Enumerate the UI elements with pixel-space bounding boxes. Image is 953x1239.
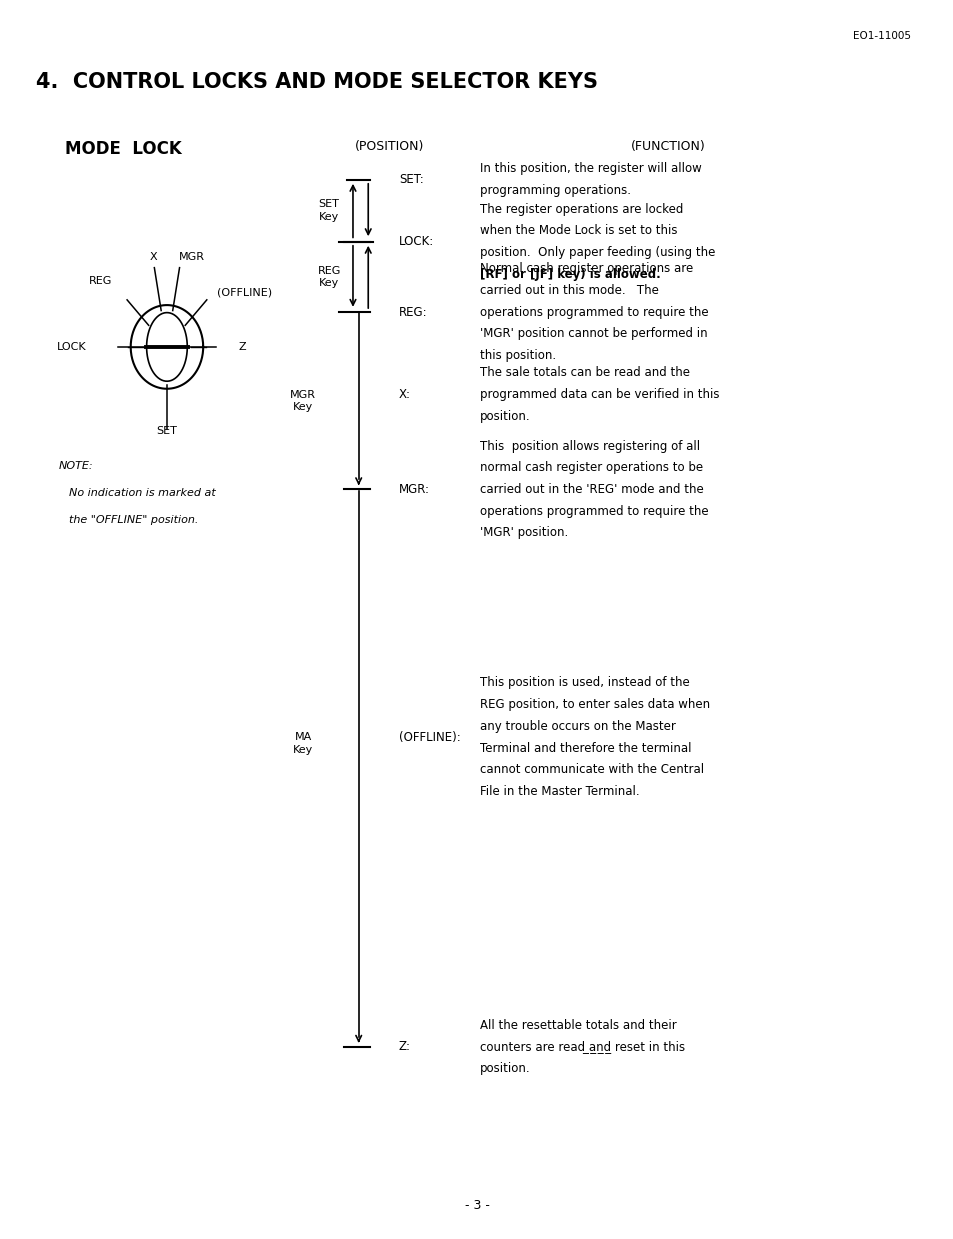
Text: programmed data can be verified in this: programmed data can be verified in this (479, 388, 719, 401)
Text: operations programmed to require the: operations programmed to require the (479, 504, 708, 518)
Text: [RF] or [JF] key) is allowed.: [RF] or [JF] key) is allowed. (479, 268, 659, 280)
Text: programming operations.: programming operations. (479, 185, 630, 197)
Text: 4.  CONTROL LOCKS AND MODE SELECTOR KEYS: 4. CONTROL LOCKS AND MODE SELECTOR KEYS (36, 72, 598, 92)
Text: Z: Z (238, 342, 246, 352)
Text: MA
Key: MA Key (293, 732, 314, 755)
Text: REG: REG (89, 276, 112, 286)
Text: X: X (150, 252, 157, 261)
Text: carried out in the 'REG' mode and the: carried out in the 'REG' mode and the (479, 483, 703, 496)
Text: REG position, to enter sales data when: REG position, to enter sales data when (479, 699, 709, 711)
Text: MODE  LOCK: MODE LOCK (65, 140, 181, 159)
Text: Z:: Z: (398, 1041, 411, 1053)
Text: The register operations are locked: The register operations are locked (479, 203, 682, 216)
Text: This  position allows registering of all: This position allows registering of all (479, 440, 700, 452)
Text: The sale totals can be read and the: The sale totals can be read and the (479, 367, 689, 379)
Text: position.: position. (479, 1062, 530, 1075)
Text: the "OFFLINE" position.: the "OFFLINE" position. (69, 515, 198, 525)
Text: SET: SET (156, 426, 177, 436)
Text: carried out in this mode.   The: carried out in this mode. The (479, 284, 658, 297)
Text: (FUNCTION): (FUNCTION) (630, 140, 704, 152)
Text: 'MGR' position cannot be performed in: 'MGR' position cannot be performed in (479, 327, 707, 341)
Text: 'MGR' position.: 'MGR' position. (479, 527, 568, 539)
Text: All the resettable totals and their: All the resettable totals and their (479, 1018, 676, 1032)
Text: Terminal and therefore the terminal: Terminal and therefore the terminal (479, 742, 691, 755)
Text: counters are read ̲a̲n̲d̲ reset in this: counters are read ̲a̲n̲d̲ reset in this (479, 1041, 684, 1053)
Text: any trouble occurs on the Master: any trouble occurs on the Master (479, 720, 675, 732)
Text: Normal cash register operations are: Normal cash register operations are (479, 263, 693, 275)
Text: In this position, the register will allow: In this position, the register will allo… (479, 162, 700, 175)
Text: REG:: REG: (398, 306, 427, 318)
Text: EO1-11005: EO1-11005 (852, 31, 910, 41)
Text: normal cash register operations to be: normal cash register operations to be (479, 461, 702, 475)
Text: this position.: this position. (479, 349, 556, 362)
Text: MGR: MGR (178, 252, 204, 261)
Text: REG
Key: REG Key (317, 265, 340, 289)
Text: when the Mode Lock is set to this: when the Mode Lock is set to this (479, 224, 677, 237)
Text: operations programmed to require the: operations programmed to require the (479, 306, 708, 318)
Text: SET
Key: SET Key (318, 199, 339, 222)
Text: MGR:: MGR: (398, 483, 429, 496)
Text: No indication is marked at: No indication is marked at (69, 488, 215, 498)
Text: SET:: SET: (398, 173, 423, 186)
Text: MGR
Key: MGR Key (290, 389, 316, 413)
Text: position.: position. (479, 410, 530, 422)
Text: File in the Master Terminal.: File in the Master Terminal. (479, 786, 639, 798)
Text: NOTE:: NOTE: (59, 461, 93, 471)
Text: - 3 -: - 3 - (464, 1199, 489, 1212)
Text: (OFFLINE):: (OFFLINE): (398, 731, 460, 743)
Text: X:: X: (398, 388, 411, 401)
Text: LOCK:: LOCK: (398, 235, 434, 248)
Text: (OFFLINE): (OFFLINE) (216, 287, 272, 297)
Text: LOCK: LOCK (57, 342, 87, 352)
Text: position.  Only paper feeding (using the: position. Only paper feeding (using the (479, 247, 715, 259)
Text: This position is used, instead of the: This position is used, instead of the (479, 676, 689, 689)
Text: cannot communicate with the Central: cannot communicate with the Central (479, 763, 703, 776)
Text: (POSITION): (POSITION) (355, 140, 423, 152)
